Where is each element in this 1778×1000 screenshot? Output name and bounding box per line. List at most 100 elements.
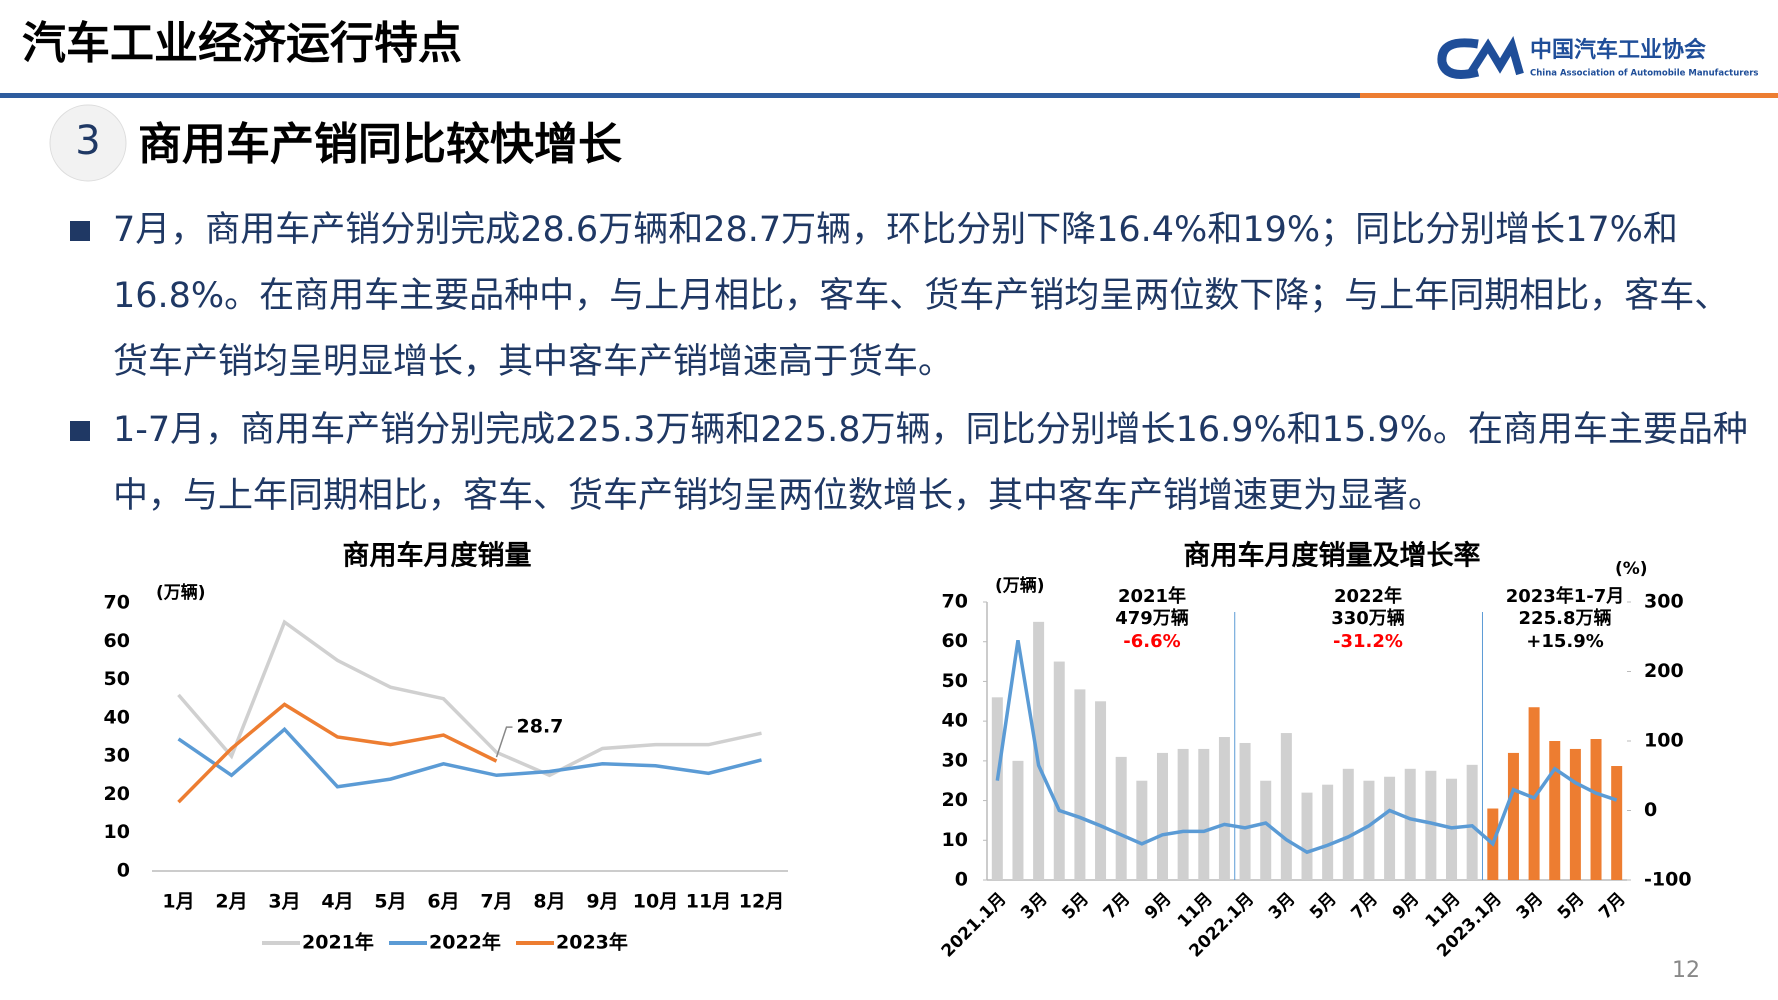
bullet: 1-7月，商用车产销分别完成225.3万辆和225.8万辆，同比分别增长16.9…: [70, 397, 1750, 529]
y-axis-label: (万辆): [156, 582, 206, 603]
bar: [1074, 689, 1086, 880]
x-tick-label: 3月: [268, 891, 300, 913]
chart-title: 商用车月度销量及增长率: [1184, 540, 1481, 572]
y2-axis-label: (%): [1615, 559, 1648, 579]
x-tick-label: 6月: [427, 891, 459, 913]
bar: [991, 697, 1003, 880]
bullet-text: 1-7月，商用车产销分别完成225.3万辆和225.8万辆，同比分别增长16.9…: [113, 410, 1748, 516]
x-tick-label: 7月: [480, 891, 512, 913]
bar: [1053, 661, 1065, 880]
group-year: 2021年: [1118, 585, 1186, 607]
header-rule: [0, 93, 1360, 98]
bar: [1342, 768, 1354, 880]
x-tick-label: 5月: [1554, 889, 1589, 924]
y-tick-label: 0: [955, 869, 968, 891]
y-tick-label: 40: [942, 710, 968, 732]
bar: [1611, 766, 1623, 880]
chart-title: 商用车月度销量: [343, 540, 532, 572]
y-tick-label: 70: [942, 591, 968, 613]
y2-tick-label: 200: [1644, 660, 1684, 682]
x-tick-label: 10月: [633, 891, 678, 913]
legend-label: 2022年: [429, 931, 501, 954]
group-growth: +15.9%: [1526, 631, 1604, 652]
x-tick-label: 2021.1月: [938, 889, 1011, 962]
annotation: 28.7: [517, 716, 564, 738]
legend-label: 2021年: [302, 931, 374, 954]
series-line: [177, 619, 762, 778]
x-tick-label: 8月: [533, 891, 565, 913]
bar: [1260, 780, 1272, 880]
bar: [1363, 780, 1375, 880]
x-tick-label: 9月: [586, 891, 618, 913]
bar: [1115, 756, 1127, 880]
y-axis-label: (万辆): [995, 575, 1045, 596]
x-tick-label: 11月: [686, 891, 731, 913]
y-tick-label: 40: [104, 706, 130, 728]
bar: [1507, 752, 1519, 880]
bar: [1404, 768, 1416, 880]
bar: [1012, 760, 1024, 880]
x-tick-label: 5月: [374, 891, 406, 913]
y2-tick-label: -100: [1644, 869, 1692, 891]
y-tick-label: 60: [942, 630, 968, 652]
x-tick-label: 7月: [1347, 889, 1382, 924]
x-tick-label: 12月: [739, 891, 784, 913]
logo-en: China Association of Automobile Manufact…: [1530, 69, 1758, 79]
bar: [1198, 748, 1210, 880]
bar: [1301, 792, 1313, 880]
section-number: 3: [75, 118, 100, 164]
x-tick-label: 7月: [1100, 889, 1135, 924]
y-tick-label: 20: [104, 783, 130, 805]
group-year: 2022年: [1334, 585, 1402, 607]
annotation-leader: [495, 726, 513, 758]
bar: [1466, 764, 1478, 880]
x-tick-label: 9月: [1389, 889, 1424, 924]
header-rule-accent: [1360, 93, 1778, 98]
bullet: 7月，商用车产销分别完成28.6万辆和28.7万辆，环比分别下降16.4%和19…: [70, 197, 1750, 395]
group-total: 330万辆: [1331, 607, 1405, 629]
bar: [1218, 737, 1230, 880]
y-tick-label: 30: [942, 749, 968, 771]
bar: [1239, 742, 1251, 880]
group-growth: -31.2%: [1333, 631, 1403, 652]
bar: [1177, 748, 1189, 880]
bar: [1095, 701, 1107, 880]
x-tick-label: 2月: [215, 891, 247, 913]
section-badge: [49, 104, 127, 182]
legend-label: 2023年: [556, 931, 628, 954]
bar: [1384, 776, 1396, 880]
x-tick-label: 3月: [1017, 889, 1052, 924]
x-tick-label: 1月: [162, 891, 194, 913]
logo: [1437, 36, 1524, 79]
y-tick-label: 30: [104, 745, 130, 767]
bar: [1033, 621, 1045, 880]
y-tick-label: 0: [117, 860, 130, 882]
series-line: [177, 702, 498, 804]
y-tick-label: 10: [942, 829, 968, 851]
group-total: 479万辆: [1115, 607, 1189, 629]
y2-tick-label: 300: [1644, 591, 1684, 613]
y-tick-label: 10: [104, 821, 130, 843]
group-year: 2023年1-7月: [1506, 585, 1625, 607]
bar: [1156, 752, 1168, 880]
header-title: 汽车工业经济运行特点: [22, 18, 462, 69]
x-tick-label: 3月: [1513, 889, 1548, 924]
y-tick-label: 20: [942, 789, 968, 811]
y-tick-label: 50: [104, 668, 130, 690]
logo-cn: 中国汽车工业协会: [1530, 37, 1706, 63]
y2-tick-label: 100: [1644, 730, 1684, 752]
x-tick-label: 4月: [321, 891, 353, 913]
y-tick-label: 60: [104, 630, 130, 652]
group-growth: -6.6%: [1123, 631, 1180, 652]
bar: [1280, 733, 1292, 880]
section-title: 商用车产销同比较快增长: [138, 119, 622, 170]
page-number: 12: [1672, 958, 1700, 983]
y2-tick-label: 0: [1644, 799, 1657, 821]
x-tick-label: 5月: [1306, 889, 1341, 924]
x-tick-label: 7月: [1595, 889, 1630, 924]
x-tick-label: 5月: [1058, 889, 1093, 924]
series-line: [177, 726, 762, 789]
group-total: 225.8万辆: [1519, 607, 1612, 629]
